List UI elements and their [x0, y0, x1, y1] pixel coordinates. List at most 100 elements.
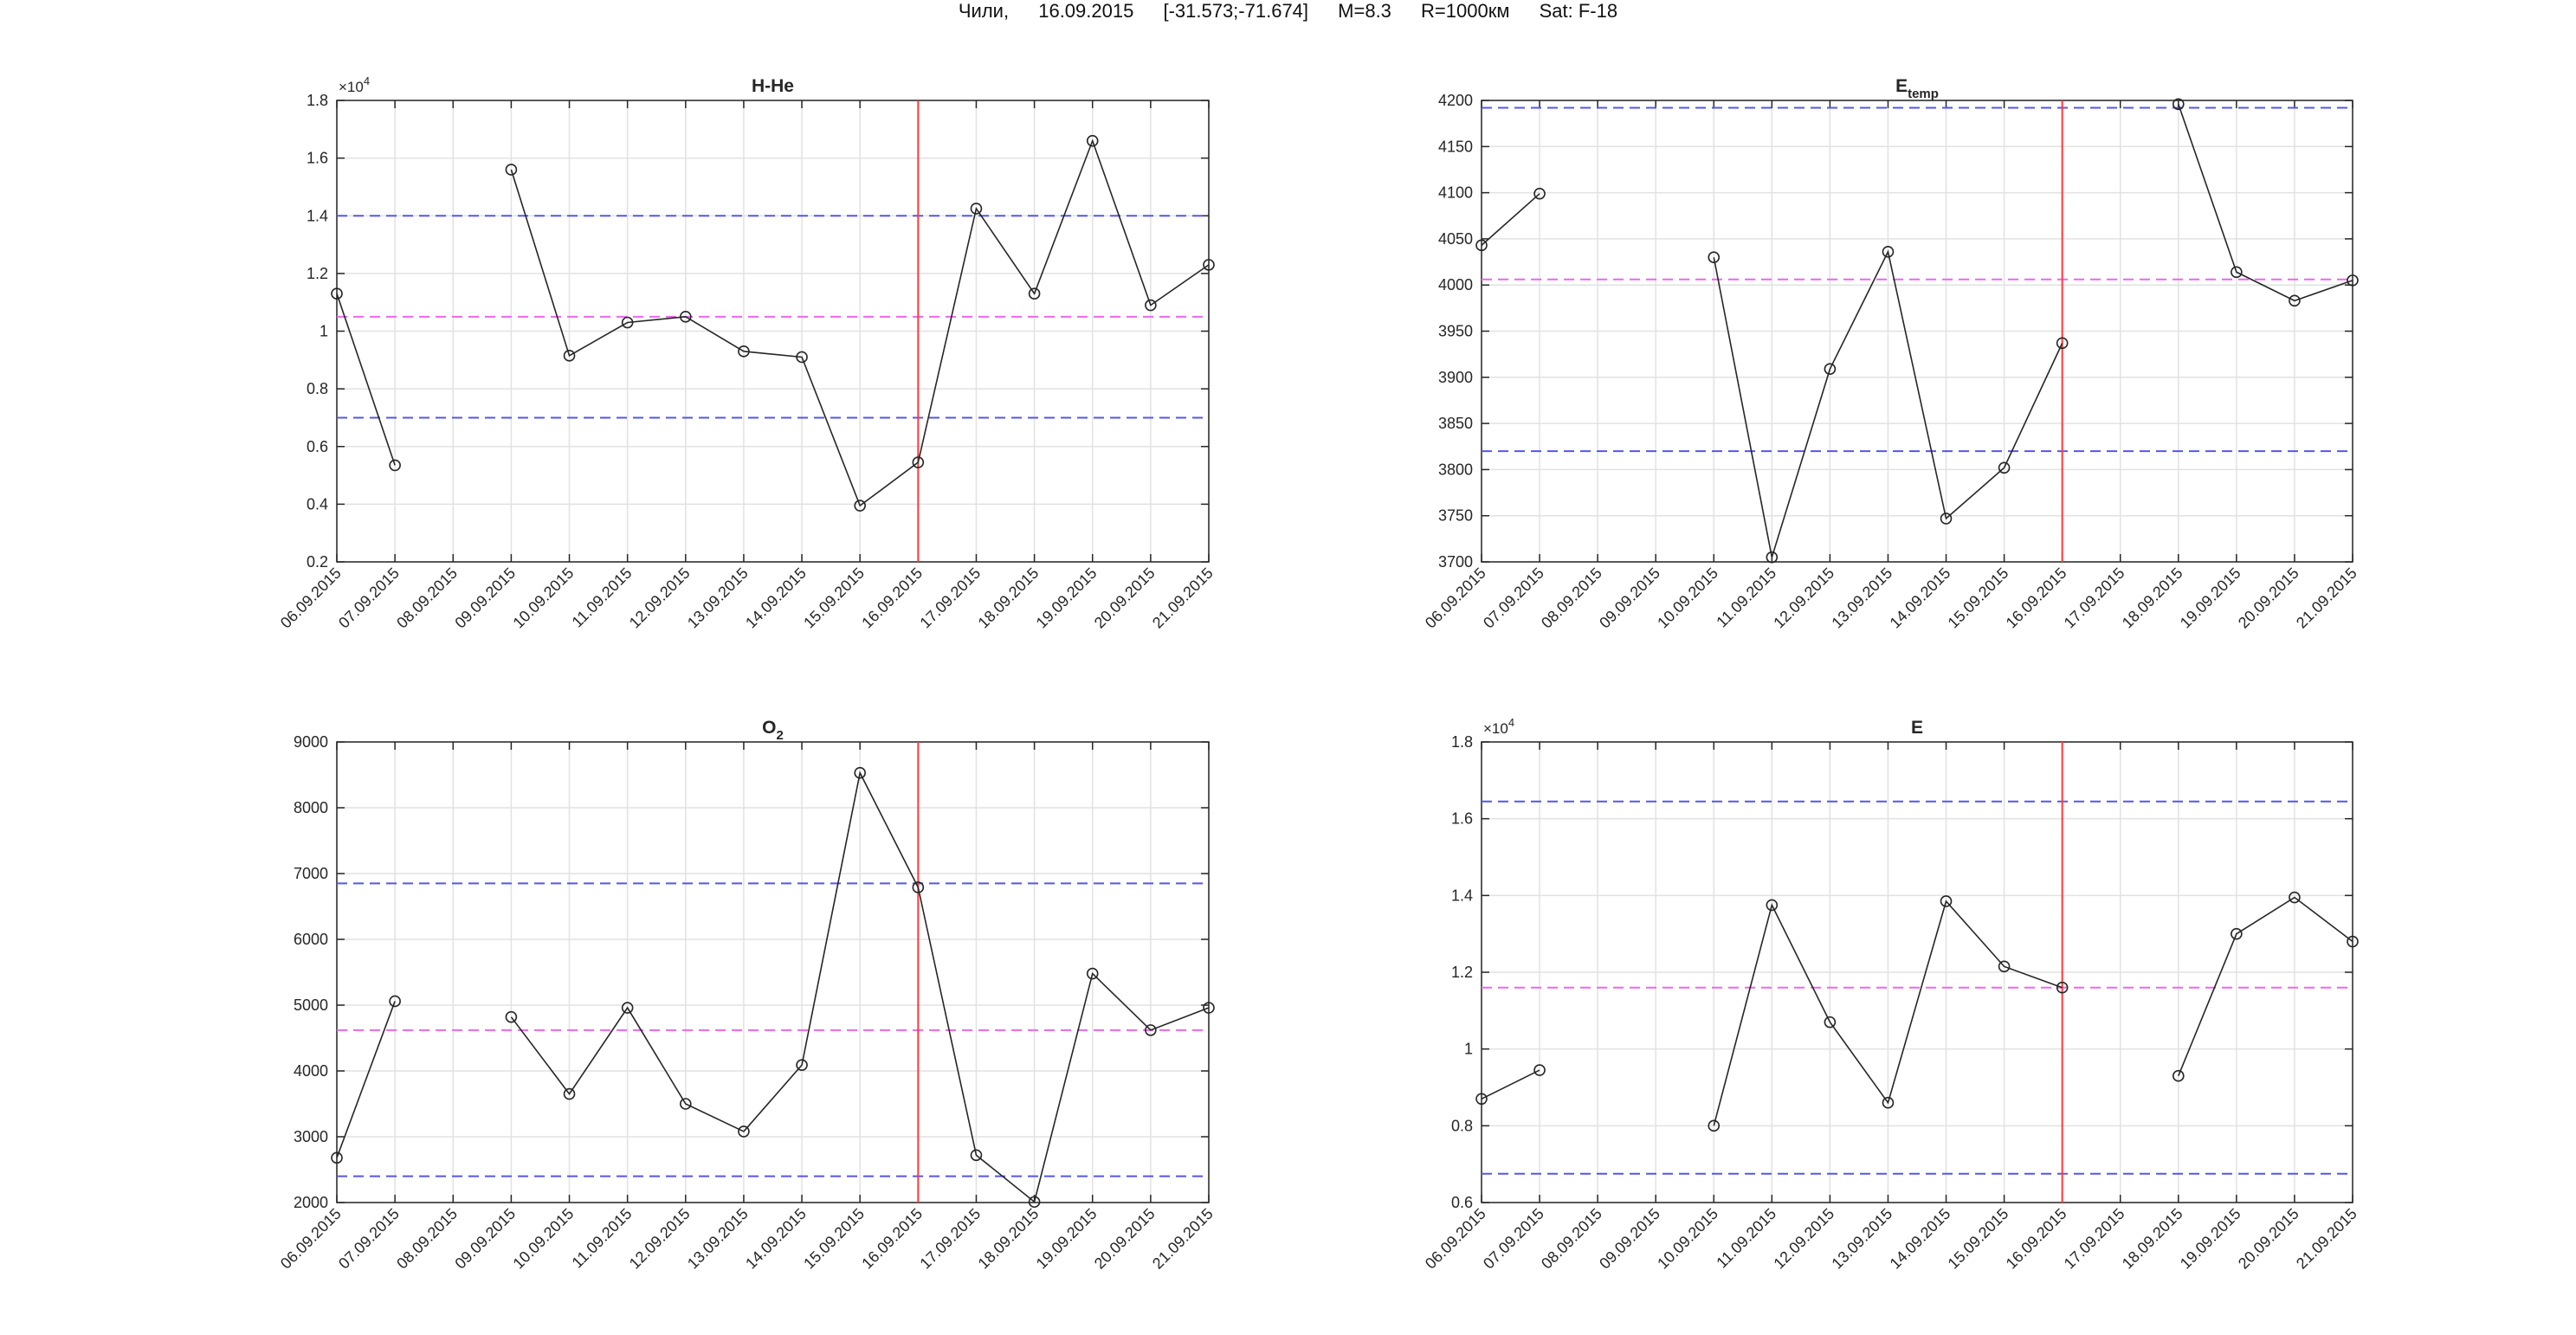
etemp-xtick-label: 14.09.2015 [1887, 564, 1954, 632]
etemp-xtick-label: 10.09.2015 [1654, 564, 1721, 632]
etemp-ytick-label: 4200 [1438, 92, 1473, 109]
etemp-data-point [1882, 246, 1895, 258]
e-series-line [2178, 896, 2353, 1077]
o2-ytick-label: 4000 [294, 1062, 328, 1080]
etemp-title: Etemp [1895, 76, 1939, 101]
satellite-label: Sat: F-18 [1539, 0, 1618, 22]
region-label: Чили, [958, 0, 1010, 22]
e-ytick-label: 1.2 [1451, 964, 1473, 981]
hhe-xtick-label: 19.09.2015 [1033, 564, 1101, 632]
e-xtick-label: 20.09.2015 [2235, 1205, 2302, 1273]
e-data-point [1708, 1119, 1721, 1132]
o2-data-point [912, 881, 925, 893]
hhe-ytick-label: 1 [320, 323, 328, 340]
hhe-chart: 0.2 0.4 0.6 0.8 1 1.2 1.4 1.6 1.8 06.09.201507.09… [277, 74, 1217, 632]
hhe-ytick-label: 1.4 [307, 207, 328, 224]
e-data-point [1940, 895, 1953, 907]
o2-title: O2 [762, 718, 784, 743]
hhe-xtick-label: 17.09.2015 [916, 564, 984, 632]
e-data-point [1824, 1016, 1837, 1029]
hhe-xtick-label: 18.09.2015 [975, 564, 1043, 632]
o2-ytick-label: 6000 [294, 931, 328, 948]
hhe-exponent: 4 [364, 74, 370, 87]
e-xtick-label: 17.09.2015 [2061, 1205, 2128, 1273]
o2-data-point [563, 1087, 576, 1100]
etemp-xtick-label: 06.09.2015 [1422, 564, 1489, 632]
e-data-point [2231, 927, 2243, 940]
etemp-data-point [2289, 294, 2301, 307]
etemp-data-point [2172, 98, 2185, 111]
etemp-data-point [2347, 274, 2359, 287]
e-ytick-label: 1.8 [1451, 733, 1473, 751]
e-xtick-label: 14.09.2015 [1887, 1205, 1954, 1273]
o2-data-point [1086, 967, 1099, 980]
o2-data-point [1028, 1196, 1041, 1209]
hhe-data-point [621, 316, 634, 329]
hhe-title: H-He [752, 76, 794, 96]
e-exponent-label: ×104 [1483, 716, 1514, 737]
e-data-point [1882, 1096, 1895, 1109]
etemp-xtick-label: 11.09.2015 [1713, 564, 1779, 631]
o2-data-point [621, 1002, 634, 1014]
e-series-line [1481, 1069, 1540, 1100]
hhe-data-point [1203, 259, 1215, 271]
etemp-data-point [1998, 461, 2011, 474]
o2-xtick-label: 08.09.2015 [393, 1205, 461, 1273]
hhe-xtick-label: 08.09.2015 [393, 564, 461, 632]
hhe-data-point [738, 345, 750, 358]
e-data-point [2172, 1069, 2185, 1082]
etemp-xtick-label: 13.09.2015 [1828, 564, 1895, 632]
o2-xtick-label: 09.09.2015 [451, 1205, 519, 1273]
hhe-data-point [679, 311, 692, 323]
hhe-data-point [912, 456, 925, 468]
radius-label: R=1000км [1421, 0, 1510, 22]
o2-chart: 2000 3000 4000 5000 6000 7000 8000 9000 06.09.20… [277, 718, 1217, 1273]
hhe-exponent-label: ×104 [339, 74, 370, 95]
o2-ytick-label: 7000 [294, 865, 328, 882]
e-data-point [1533, 1064, 1546, 1076]
magnitude-label: M=8.3 [1338, 0, 1391, 22]
etemp-xtick-label: 21.09.2015 [2293, 564, 2360, 632]
e-ytick-label: 0.6 [1451, 1194, 1473, 1211]
etemp-xtick-label: 19.09.2015 [2177, 564, 2244, 632]
e-xtick-label: 18.09.2015 [2119, 1205, 2186, 1273]
event-date-label: 16.09.2015 [1038, 0, 1134, 22]
hhe-data-point [796, 351, 808, 364]
hhe-data-point [970, 203, 983, 215]
etemp-ytick-label: 4100 [1438, 184, 1473, 202]
e-data-point [1998, 960, 2011, 973]
e-chart: 0.60.811.21.41.61.806.09.201507.09.20150… [1422, 716, 2360, 1273]
o2-data-point [331, 1151, 343, 1164]
o2-xtick-label: 21.09.2015 [1149, 1205, 1217, 1273]
e-xtick-label: 21.09.2015 [2293, 1205, 2360, 1273]
e-xtick-label: 09.09.2015 [1596, 1205, 1663, 1273]
etemp-ytick-label: 3950 [1438, 323, 1473, 340]
hhe-data-point [1028, 287, 1041, 300]
etemp-series-line [2178, 104, 2353, 302]
e-exponent: 4 [1508, 716, 1514, 729]
hhe-ytick-label: 0.8 [307, 380, 328, 397]
e-xtick-label: 12.09.2015 [1770, 1205, 1837, 1273]
etemp-data-point [1940, 513, 1953, 525]
etemp-xtick-label: 07.09.2015 [1480, 564, 1547, 632]
etemp-data-point [1766, 551, 1779, 564]
hhe-xtick-label: 06.09.2015 [277, 564, 345, 632]
hhe-xtick-label: 14.09.2015 [742, 564, 810, 632]
o2-series-line [510, 771, 1210, 1203]
etemp-ytick-label: 3850 [1438, 415, 1473, 432]
hhe-xtick-label: 13.09.2015 [684, 564, 752, 632]
etemp-title-subscript: temp [1908, 87, 1939, 101]
etemp-xtick-label: 12.09.2015 [1770, 564, 1837, 632]
hhe-data-point [505, 164, 518, 176]
o2-data-point [738, 1125, 750, 1138]
etemp-xtick-label: 20.09.2015 [2235, 564, 2302, 632]
o2-data-point [970, 1149, 983, 1162]
etemp-data-point [1824, 363, 1837, 376]
o2-xtick-label: 12.09.2015 [626, 1205, 694, 1273]
e-ytick-label: 1.6 [1451, 810, 1473, 828]
e-data-point [1766, 899, 1779, 912]
e-ytick-label: 1.4 [1451, 887, 1473, 904]
etemp-ytick-label: 3900 [1438, 369, 1473, 386]
hhe-ytick-label: 1.2 [307, 265, 328, 282]
o2-data-point [1203, 1002, 1215, 1014]
